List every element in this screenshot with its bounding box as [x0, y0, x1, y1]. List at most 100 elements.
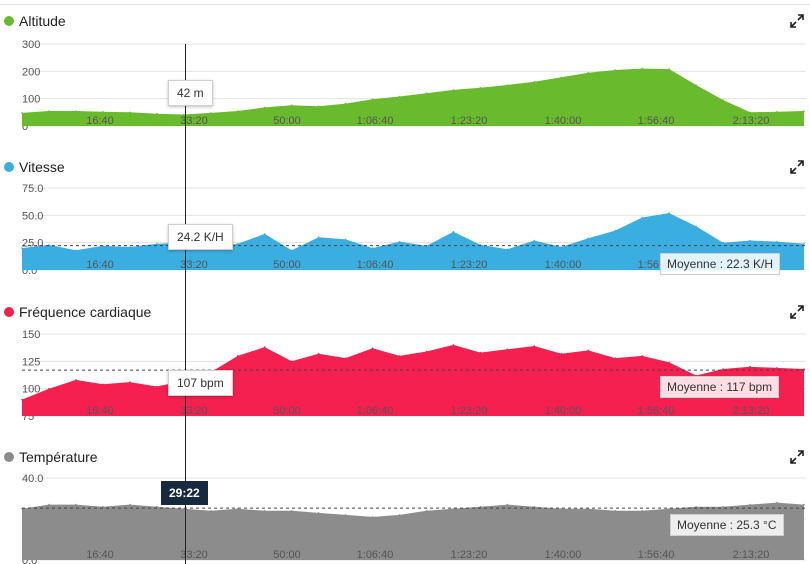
- data-point: [614, 69, 616, 71]
- data-point: [695, 374, 697, 377]
- heart-rate-average-label: Moyenne : 117 bpm: [660, 376, 780, 398]
- y-tick-label: 100: [22, 384, 40, 396]
- x-tick-label: 50:00: [273, 259, 301, 271]
- x-tick-label: 1:23:20: [451, 405, 488, 417]
- data-point: [344, 514, 347, 516]
- x-tick-label: 2:13:20: [733, 405, 770, 417]
- x-tick-label: 1:56:40: [638, 115, 675, 127]
- series-area[interactable]: [22, 502, 804, 560]
- panel-title: Vitesse: [19, 159, 65, 175]
- x-tick-label: 16:40: [86, 259, 114, 271]
- data-point: [129, 381, 131, 383]
- x-tick-label: 1:23:20: [451, 549, 488, 561]
- data-point: [371, 347, 374, 349]
- expand-icon[interactable]: [790, 14, 804, 28]
- x-tick-label: 50:00: [273, 549, 301, 561]
- heart-rate-tooltip: 107 bpm: [168, 370, 233, 396]
- series-area[interactable]: [22, 213, 804, 270]
- data-point: [129, 503, 131, 506]
- data-point: [641, 510, 643, 512]
- data-point: [317, 236, 320, 238]
- top-divider: [0, 4, 810, 5]
- data-point: [560, 76, 563, 79]
- data-point: [695, 505, 697, 508]
- y-tick-label: 300: [22, 39, 40, 51]
- data-point: [129, 111, 131, 114]
- y-tick-label: 200: [22, 66, 40, 78]
- x-tick-label: 16:40: [86, 405, 114, 417]
- data-point: [614, 510, 616, 512]
- data-point: [371, 516, 374, 518]
- data-point: [156, 112, 158, 115]
- data-point: [695, 225, 697, 228]
- data-point: [479, 86, 482, 89]
- data-point: [263, 233, 266, 235]
- data-point: [156, 385, 158, 388]
- series-area[interactable]: [22, 68, 804, 126]
- data-point: [668, 212, 670, 214]
- speed-legend-dot: [4, 162, 14, 172]
- data-point: [344, 238, 347, 241]
- y-tick-label: 40.0: [22, 473, 43, 485]
- data-point: [560, 352, 563, 355]
- temperature-chart[interactable]: 0.020.040.016:4033:2050:001:06:401:23:20…: [0, 470, 810, 564]
- x-tick-label: 1:06:40: [357, 549, 394, 561]
- x-tick-label: 1:23:20: [451, 259, 488, 271]
- panel-header: Vitesse: [0, 158, 810, 178]
- x-tick-label: 33:20: [180, 115, 208, 127]
- x-tick-label: 16:40: [86, 549, 114, 561]
- data-point: [641, 216, 643, 219]
- data-point: [668, 68, 670, 70]
- data-point: [722, 505, 724, 508]
- cursor-line[interactable]: [185, 44, 186, 564]
- data-point: [614, 357, 616, 359]
- cursor-time-label: 29:22: [161, 481, 208, 505]
- altitude-chart[interactable]: 0 100 200 300 16:40 33:20 50:00 1:06:40 1:23:20 1…: [0, 36, 810, 136]
- data-point: [371, 247, 374, 249]
- x-tick-label: 2:13:20: [733, 115, 770, 127]
- panel-title: Altitude: [19, 13, 66, 29]
- panel-title: Température: [19, 449, 98, 465]
- data-point: [183, 113, 185, 116]
- data-point: [506, 348, 509, 351]
- x-tick-label: 1:40:00: [545, 405, 582, 417]
- temperature-legend-dot: [4, 452, 14, 462]
- data-point: [722, 368, 724, 370]
- data-point: [776, 367, 778, 369]
- data-point: [290, 249, 293, 252]
- data-point: [641, 67, 643, 70]
- x-tick-label: 33:20: [180, 259, 208, 271]
- x-tick-label: 50:00: [273, 115, 301, 127]
- data-point: [21, 247, 23, 249]
- temperature-panel: Température: [0, 448, 810, 564]
- x-tick-label: 1:40:00: [545, 549, 582, 561]
- series-area[interactable]: [22, 344, 804, 416]
- data-point: [533, 239, 536, 242]
- data-point: [290, 360, 293, 363]
- expand-icon[interactable]: [790, 305, 804, 319]
- data-point: [803, 110, 805, 112]
- data-point: [803, 368, 805, 370]
- x-tick-label: 1:23:20: [451, 115, 488, 127]
- data-point: [749, 111, 751, 114]
- data-point: [668, 508, 670, 510]
- data-point: [749, 239, 751, 242]
- data-point: [236, 355, 239, 357]
- data-point: [398, 95, 401, 98]
- data-point: [210, 510, 212, 512]
- data-point: [398, 240, 401, 243]
- x-tick-label: 1:06:40: [357, 405, 394, 417]
- altitude-panel: Altitude: [0, 12, 810, 134]
- y-tick-label: 125: [22, 356, 40, 368]
- expand-icon[interactable]: [790, 160, 804, 174]
- data-point: [317, 512, 320, 514]
- data-point: [425, 510, 428, 512]
- expand-icon[interactable]: [790, 450, 804, 464]
- data-point: [21, 112, 23, 114]
- y-tick-label: 0: [22, 121, 28, 133]
- data-point: [210, 112, 212, 114]
- x-tick-label: 50:00: [273, 405, 301, 417]
- temperature-average-label: Moyenne : 25.3 °C: [670, 514, 784, 536]
- data-point: [776, 501, 778, 504]
